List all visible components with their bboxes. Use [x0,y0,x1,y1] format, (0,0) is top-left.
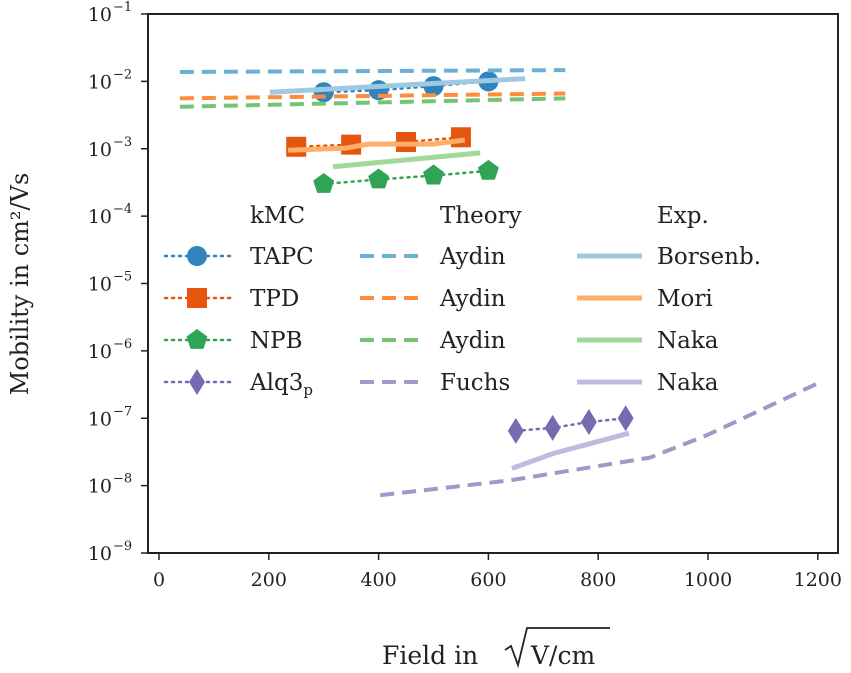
legend-label: Borsenb. [657,244,761,270]
legend-item: Fuchs [360,370,510,396]
x-tick-label: 1200 [794,569,842,591]
legend-header: Theory [440,203,522,229]
y-tick-label: 10 [88,543,112,565]
series-line [511,430,630,471]
legend-marker [187,246,207,266]
x-tick-label: 400 [360,569,396,591]
legend-item: Alq3p [163,369,313,399]
legend-marker [187,288,207,308]
series-line [332,150,481,170]
y-tick-exponent: −1 [113,0,132,15]
data-point [368,168,390,189]
data-point [313,172,335,193]
y-axis-label: Mobility in cm²/Vs [6,173,34,396]
y-tick-exponent: −7 [113,404,132,419]
series-exp-mori [287,137,466,153]
legend-item: TPD [163,286,299,312]
data-point [286,136,307,157]
y-tick-exponent: −6 [113,337,132,352]
legend-item: Aydin [360,286,506,312]
legend-label: TAPC [250,244,314,270]
series-line [179,91,566,101]
y-tick-label: 10 [88,206,112,228]
x-axis-label: Field in [382,641,478,670]
legend-label: Naka [657,370,719,396]
legend-header: Exp. [657,203,709,229]
legend-label: Aydin [439,328,506,354]
y-tick-exponent: −5 [113,270,132,285]
legend-label-subscript: p [303,381,313,399]
data-point [580,408,597,435]
series-exp-naka [332,150,481,170]
legend-item: NPB [163,328,303,354]
data-point [450,127,471,148]
series-kmc-npb [313,159,499,193]
y-tick-label: 10 [88,139,112,161]
legend-label: Aydin [439,286,506,312]
y-tick-label: 10 [88,408,112,430]
data-point [544,414,561,441]
legend-marker [186,329,208,349]
legend: kMC Theory Exp. TAPC TPD NPB Alq3p Aydin Aydin Ay… [163,203,761,399]
x-tick-label: 0 [153,569,165,591]
series-line [287,137,466,153]
y-tick-label: 10 [88,274,112,296]
series-line [179,96,566,109]
y-tick-label: 10 [88,476,112,498]
series-line [322,169,490,186]
legend-label: NPB [250,328,303,354]
series-line [179,68,566,74]
legend-item: Aydin [360,328,506,354]
legend-item: Naka [577,370,719,396]
series-exp-borsenb [269,76,526,95]
y-tick-exponent: −9 [113,539,132,554]
data-point [477,159,499,180]
series-kmc-alq3 [507,405,634,444]
legend-label: Alq3p [249,370,313,399]
series-exp-naka [511,430,630,471]
legend-item: Borsenb. [577,244,761,270]
legend-item: Naka [577,328,719,354]
x-tick-label: 800 [580,569,616,591]
legend-marker [189,369,205,395]
series-line [514,417,627,433]
legend-label: Naka [657,328,719,354]
legend-label: Aydin [439,244,506,270]
sqrt-symbol [504,627,610,669]
series-theory-fuchs [380,381,819,498]
series-theory-aydin [179,91,566,101]
series-line [322,80,490,94]
legend-label: TPD [250,286,299,312]
y-tick-exponent: −3 [113,135,132,150]
legend-label: Mori [657,286,713,312]
series-line [269,76,526,95]
data-point [617,405,634,432]
x-tick-label: 1000 [684,569,732,591]
x-tick-label: 200 [251,569,287,591]
series-line [380,381,819,498]
data-point [507,417,524,444]
legend-item: Mori [577,286,713,312]
y-tick-exponent: −8 [113,472,132,487]
series-theory-aydin [179,96,566,109]
y-tick-exponent: −2 [113,67,132,82]
y-tick-label: 10 [88,341,112,363]
x-tick-label: 600 [470,569,506,591]
y-tick-label: 10 [88,4,112,26]
legend-header: kMC [250,203,305,229]
y-tick-exponent: −4 [113,202,132,217]
data-point [423,164,444,185]
legend-item: TAPC [163,244,314,270]
x-axis-label-radicand: V/cm [530,641,595,670]
series-theory-aydin [179,68,566,74]
legend-label: Fuchs [440,370,510,396]
y-tick-label: 10 [88,71,112,93]
series-line [295,136,463,149]
legend-item: Aydin [360,244,506,270]
